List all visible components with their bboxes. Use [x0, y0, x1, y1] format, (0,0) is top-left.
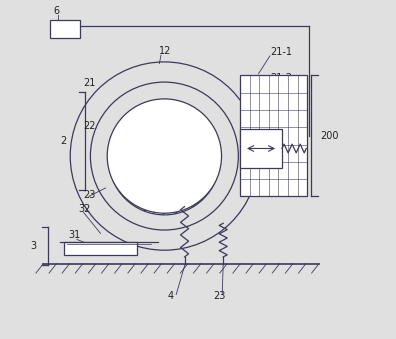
Text: 32: 32 — [79, 203, 91, 214]
Circle shape — [90, 82, 238, 230]
Text: 22: 22 — [84, 121, 96, 131]
Text: 6: 6 — [53, 6, 59, 16]
Text: 23: 23 — [84, 190, 96, 200]
Text: 31: 31 — [69, 231, 81, 240]
Bar — [240, 129, 282, 168]
Circle shape — [109, 104, 220, 215]
Circle shape — [107, 99, 221, 213]
Text: 21-2: 21-2 — [270, 74, 292, 83]
Text: 3: 3 — [30, 241, 36, 251]
Bar — [50, 20, 80, 38]
Text: 211: 211 — [270, 100, 289, 110]
Bar — [240, 75, 307, 196]
Text: 23: 23 — [214, 291, 226, 301]
Bar — [63, 242, 137, 255]
Text: 4: 4 — [168, 291, 174, 301]
Text: 21: 21 — [84, 78, 96, 88]
Text: 12: 12 — [159, 45, 172, 56]
Text: 200: 200 — [321, 131, 339, 141]
Text: 21-1: 21-1 — [270, 47, 292, 57]
Text: 2: 2 — [60, 136, 67, 146]
